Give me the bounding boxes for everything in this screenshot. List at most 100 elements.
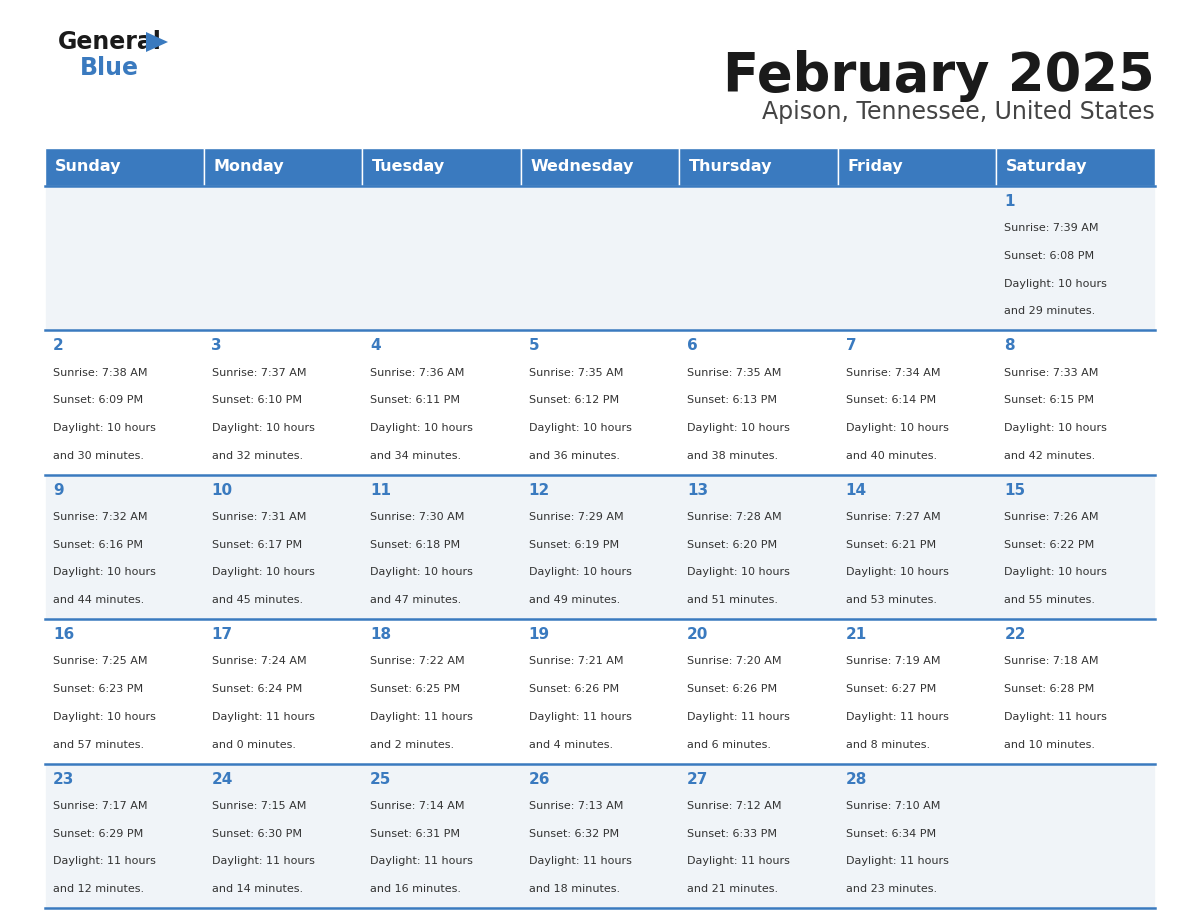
Text: Saturday: Saturday [1006, 160, 1087, 174]
Text: Sunset: 6:18 PM: Sunset: 6:18 PM [371, 540, 460, 550]
Text: Sunset: 6:08 PM: Sunset: 6:08 PM [1004, 251, 1094, 261]
Text: and 8 minutes.: and 8 minutes. [846, 740, 930, 750]
Text: 28: 28 [846, 772, 867, 787]
Text: and 47 minutes.: and 47 minutes. [371, 595, 461, 605]
Text: 18: 18 [371, 627, 391, 643]
Text: Sunrise: 7:26 AM: Sunrise: 7:26 AM [1004, 512, 1099, 522]
Text: Daylight: 11 hours: Daylight: 11 hours [846, 711, 949, 722]
Text: Sunrise: 7:32 AM: Sunrise: 7:32 AM [53, 512, 147, 522]
Text: Daylight: 10 hours: Daylight: 10 hours [846, 423, 949, 433]
Text: Sunset: 6:20 PM: Sunset: 6:20 PM [687, 540, 777, 550]
Text: 17: 17 [211, 627, 233, 643]
Text: Daylight: 10 hours: Daylight: 10 hours [53, 567, 156, 577]
Text: and 55 minutes.: and 55 minutes. [1004, 595, 1095, 605]
Text: 8: 8 [1004, 339, 1015, 353]
Text: and 6 minutes.: and 6 minutes. [687, 740, 771, 750]
Text: Daylight: 11 hours: Daylight: 11 hours [371, 711, 473, 722]
Text: Wednesday: Wednesday [530, 160, 633, 174]
Text: and 4 minutes.: and 4 minutes. [529, 740, 613, 750]
Text: Daylight: 10 hours: Daylight: 10 hours [1004, 567, 1107, 577]
Text: Sunrise: 7:29 AM: Sunrise: 7:29 AM [529, 512, 624, 522]
Polygon shape [146, 32, 168, 52]
Text: and 14 minutes.: and 14 minutes. [211, 884, 303, 894]
Text: Sunset: 6:24 PM: Sunset: 6:24 PM [211, 684, 302, 694]
Text: and 30 minutes.: and 30 minutes. [53, 451, 144, 461]
Text: Sunset: 6:22 PM: Sunset: 6:22 PM [1004, 540, 1094, 550]
Text: and 40 minutes.: and 40 minutes. [846, 451, 937, 461]
Text: 4: 4 [371, 339, 380, 353]
Text: Daylight: 11 hours: Daylight: 11 hours [1004, 711, 1107, 722]
Text: Sunrise: 7:31 AM: Sunrise: 7:31 AM [211, 512, 305, 522]
Text: Daylight: 10 hours: Daylight: 10 hours [1004, 279, 1107, 288]
Text: 12: 12 [529, 483, 550, 498]
Text: and 45 minutes.: and 45 minutes. [211, 595, 303, 605]
Text: Daylight: 11 hours: Daylight: 11 hours [529, 711, 632, 722]
Text: 14: 14 [846, 483, 867, 498]
Text: Sunset: 6:28 PM: Sunset: 6:28 PM [1004, 684, 1094, 694]
Text: and 34 minutes.: and 34 minutes. [371, 451, 461, 461]
Text: Thursday: Thursday [689, 160, 772, 174]
Text: Friday: Friday [847, 160, 903, 174]
Text: Sunrise: 7:22 AM: Sunrise: 7:22 AM [371, 656, 465, 666]
Text: and 2 minutes.: and 2 minutes. [371, 740, 454, 750]
Bar [203, 148, 362, 186]
Text: Sunrise: 7:18 AM: Sunrise: 7:18 AM [1004, 656, 1099, 666]
Text: Sunset: 6:26 PM: Sunset: 6:26 PM [687, 684, 777, 694]
Text: 11: 11 [371, 483, 391, 498]
Text: Daylight: 10 hours: Daylight: 10 hours [211, 567, 315, 577]
Text: Daylight: 10 hours: Daylight: 10 hours [211, 423, 315, 433]
Text: Sunrise: 7:38 AM: Sunrise: 7:38 AM [53, 367, 147, 377]
Text: Sunrise: 7:33 AM: Sunrise: 7:33 AM [1004, 367, 1099, 377]
Bar [838, 148, 997, 186]
Text: 25: 25 [371, 772, 392, 787]
Text: Daylight: 10 hours: Daylight: 10 hours [53, 711, 156, 722]
Text: Sunset: 6:11 PM: Sunset: 6:11 PM [371, 396, 460, 406]
Text: 2: 2 [53, 339, 64, 353]
Text: Sunrise: 7:36 AM: Sunrise: 7:36 AM [371, 367, 465, 377]
Text: and 21 minutes.: and 21 minutes. [687, 884, 778, 894]
Text: Sunrise: 7:24 AM: Sunrise: 7:24 AM [211, 656, 307, 666]
Text: Sunrise: 7:35 AM: Sunrise: 7:35 AM [529, 367, 623, 377]
Text: Sunday: Sunday [55, 160, 121, 174]
Text: Sunrise: 7:28 AM: Sunrise: 7:28 AM [687, 512, 782, 522]
Text: 23: 23 [53, 772, 75, 787]
Text: and 10 minutes.: and 10 minutes. [1004, 740, 1095, 750]
Text: 22: 22 [1004, 627, 1026, 643]
Text: General: General [58, 30, 162, 54]
Text: Sunset: 6:16 PM: Sunset: 6:16 PM [53, 540, 143, 550]
Text: and 29 minutes.: and 29 minutes. [1004, 307, 1095, 317]
Text: 21: 21 [846, 627, 867, 643]
Text: Sunrise: 7:15 AM: Sunrise: 7:15 AM [211, 800, 305, 811]
Text: Daylight: 10 hours: Daylight: 10 hours [371, 567, 473, 577]
Text: Daylight: 10 hours: Daylight: 10 hours [529, 423, 632, 433]
Text: Daylight: 11 hours: Daylight: 11 hours [371, 856, 473, 867]
Text: and 53 minutes.: and 53 minutes. [846, 595, 937, 605]
Text: and 23 minutes.: and 23 minutes. [846, 884, 937, 894]
Text: Sunrise: 7:13 AM: Sunrise: 7:13 AM [529, 800, 623, 811]
Text: Sunset: 6:26 PM: Sunset: 6:26 PM [529, 684, 619, 694]
Text: Daylight: 11 hours: Daylight: 11 hours [211, 711, 315, 722]
Text: 27: 27 [687, 772, 708, 787]
Text: and 36 minutes.: and 36 minutes. [529, 451, 620, 461]
Bar [997, 148, 1155, 186]
Text: 15: 15 [1004, 483, 1025, 498]
Text: Daylight: 11 hours: Daylight: 11 hours [846, 856, 949, 867]
Text: Tuesday: Tuesday [372, 160, 444, 174]
Bar [362, 148, 520, 186]
Text: Daylight: 10 hours: Daylight: 10 hours [529, 567, 632, 577]
Text: Sunset: 6:14 PM: Sunset: 6:14 PM [846, 396, 936, 406]
Text: 7: 7 [846, 339, 857, 353]
Text: Sunset: 6:29 PM: Sunset: 6:29 PM [53, 829, 144, 838]
Text: February 2025: February 2025 [723, 50, 1155, 102]
Text: Daylight: 10 hours: Daylight: 10 hours [371, 423, 473, 433]
Bar [45, 764, 1155, 908]
Bar [680, 148, 838, 186]
Text: 24: 24 [211, 772, 233, 787]
Text: Sunset: 6:32 PM: Sunset: 6:32 PM [529, 829, 619, 838]
Bar [45, 148, 203, 186]
Text: Sunset: 6:13 PM: Sunset: 6:13 PM [687, 396, 777, 406]
Text: and 32 minutes.: and 32 minutes. [211, 451, 303, 461]
Text: Daylight: 11 hours: Daylight: 11 hours [687, 711, 790, 722]
Text: Sunrise: 7:17 AM: Sunrise: 7:17 AM [53, 800, 147, 811]
Text: Sunrise: 7:19 AM: Sunrise: 7:19 AM [846, 656, 940, 666]
